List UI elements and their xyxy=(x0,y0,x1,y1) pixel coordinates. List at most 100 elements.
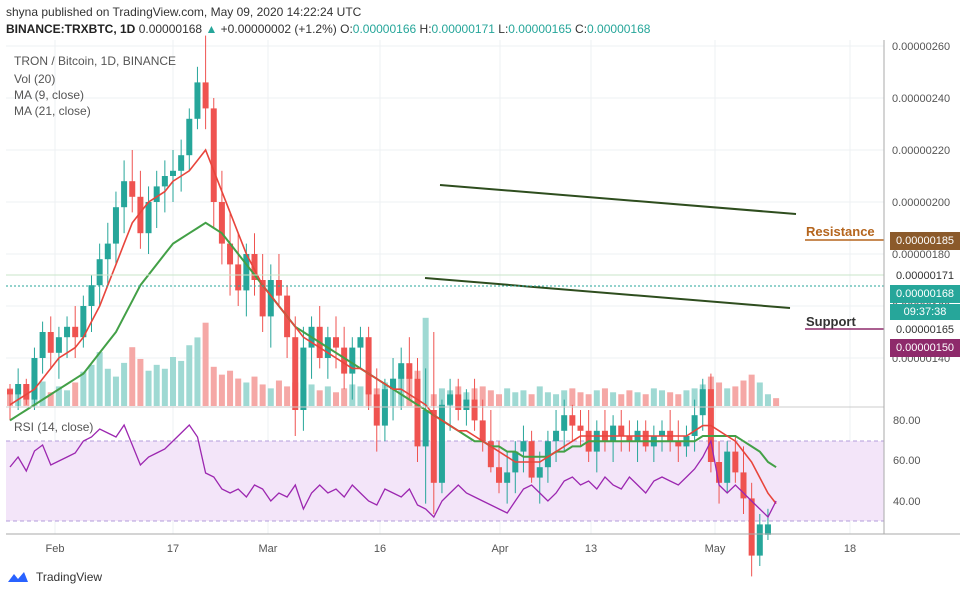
volume-bar xyxy=(333,392,339,406)
up-arrow-icon: ▲ xyxy=(205,22,218,36)
volume-bar xyxy=(218,374,225,406)
candle-body xyxy=(96,259,103,286)
ma21-legend: MA (21, close) xyxy=(14,104,91,118)
candle-body xyxy=(691,415,698,436)
volume-bar xyxy=(691,388,698,406)
volume-bar xyxy=(64,390,71,406)
rsi-tick-80: 80.00 xyxy=(893,415,921,427)
candle-body xyxy=(455,394,462,410)
candle-body xyxy=(724,451,731,483)
price-change: +0.00000002 (+1.2%) xyxy=(220,22,337,36)
volume-bar xyxy=(210,366,217,406)
volume-bar xyxy=(593,390,600,406)
candle-body xyxy=(561,415,568,431)
volume-bar xyxy=(47,392,54,406)
rsi-line xyxy=(9,423,777,519)
time-tick-18: 18 xyxy=(844,543,856,555)
volume-bar xyxy=(186,345,193,406)
volume-bar xyxy=(251,376,258,406)
candle-body xyxy=(194,82,201,119)
volume-bar xyxy=(724,388,731,406)
volume-bar xyxy=(80,371,87,406)
volume-bar xyxy=(96,352,103,406)
candle-body xyxy=(699,389,706,416)
candle-body xyxy=(577,425,584,431)
brand-label: TradingView xyxy=(36,570,103,584)
resistance-price-tag: 0.00000185 xyxy=(890,232,960,250)
volume-bar xyxy=(438,388,445,406)
volume-bar xyxy=(55,386,62,406)
volume-bar xyxy=(528,394,535,406)
volume-bar xyxy=(202,322,209,406)
candle-body xyxy=(72,326,79,338)
candle-body xyxy=(496,467,502,483)
candles xyxy=(7,35,771,577)
volume-bar xyxy=(316,390,323,406)
rsi-tick-60: 60.00 xyxy=(893,455,921,467)
tradingview-footer[interactable]: TradingView xyxy=(6,570,102,584)
volume-bar xyxy=(561,390,568,406)
candle-body xyxy=(748,498,755,556)
volume-bar xyxy=(732,386,739,406)
candle-body xyxy=(756,524,763,556)
volume-bar xyxy=(259,384,266,406)
candle-body xyxy=(121,181,128,208)
ma9-legend: MA (9, close) xyxy=(14,88,85,102)
volume-bar xyxy=(601,388,608,406)
candle-body xyxy=(463,399,470,410)
channel-lower-line xyxy=(424,277,791,309)
volume-bar xyxy=(496,394,502,406)
candle-body xyxy=(23,384,30,400)
volume-bar xyxy=(716,382,723,406)
volume-bar xyxy=(610,392,617,406)
support-price-tag: 0.00000150 xyxy=(890,339,960,357)
price-tick-0: 0.00000260 xyxy=(892,41,950,53)
time-axis[interactable]: Feb 17 Mar 16 Apr 13 May 18 xyxy=(46,543,857,555)
volume-bar xyxy=(667,392,674,406)
support-label: Support xyxy=(806,314,856,329)
candle-body xyxy=(406,363,413,379)
volume-bar xyxy=(659,390,665,406)
open-value: 0.00000166 xyxy=(352,22,417,36)
price-tick-1: 0.00000240 xyxy=(892,93,950,105)
volume-bar xyxy=(39,381,46,406)
candle-body xyxy=(390,378,397,390)
volume-bar xyxy=(773,398,780,406)
volume-bar xyxy=(748,374,755,406)
candle-body xyxy=(626,436,633,442)
candle-body xyxy=(251,254,258,280)
candle-body xyxy=(333,337,339,348)
volume-bar xyxy=(227,370,234,406)
candle-body xyxy=(536,467,543,478)
candle-body xyxy=(259,280,266,317)
volume-bar xyxy=(650,388,657,406)
candle-body xyxy=(471,399,478,421)
candle-body xyxy=(569,415,576,426)
ohlc-line: BINANCE:TRXBTC, 1D 0.00000168 ▲ +0.00000… xyxy=(6,22,650,36)
volume-bar xyxy=(585,394,592,406)
candle-body xyxy=(112,207,119,244)
symbol-label[interactable]: BINANCE:TRXBTC, 1D xyxy=(6,22,136,36)
volume-bar xyxy=(129,347,136,406)
resistance-label: Resistance xyxy=(806,224,875,239)
volume-bar xyxy=(642,394,649,406)
volume-bar xyxy=(88,364,95,406)
last-price-tag: 0.00000168 xyxy=(890,285,960,303)
volume-bar xyxy=(634,392,641,406)
volume-bar xyxy=(675,394,682,406)
last-price: 0.00000168 xyxy=(138,22,203,36)
rsi-axis[interactable]: 80.00 60.00 40.00 xyxy=(893,415,921,508)
candle-body xyxy=(292,337,299,410)
time-tick-may: May xyxy=(705,543,726,555)
high-value: 0.00000171 xyxy=(431,22,495,36)
candle-body xyxy=(349,347,356,374)
rsi-legend: RSI (14, close) xyxy=(14,420,94,434)
volume-bar xyxy=(756,382,763,406)
close-label: C: xyxy=(575,22,588,36)
candle-body xyxy=(642,430,649,447)
candle-body xyxy=(553,430,560,442)
candle-body xyxy=(504,472,511,483)
candle-body xyxy=(275,280,282,296)
volume-bar xyxy=(357,386,364,406)
